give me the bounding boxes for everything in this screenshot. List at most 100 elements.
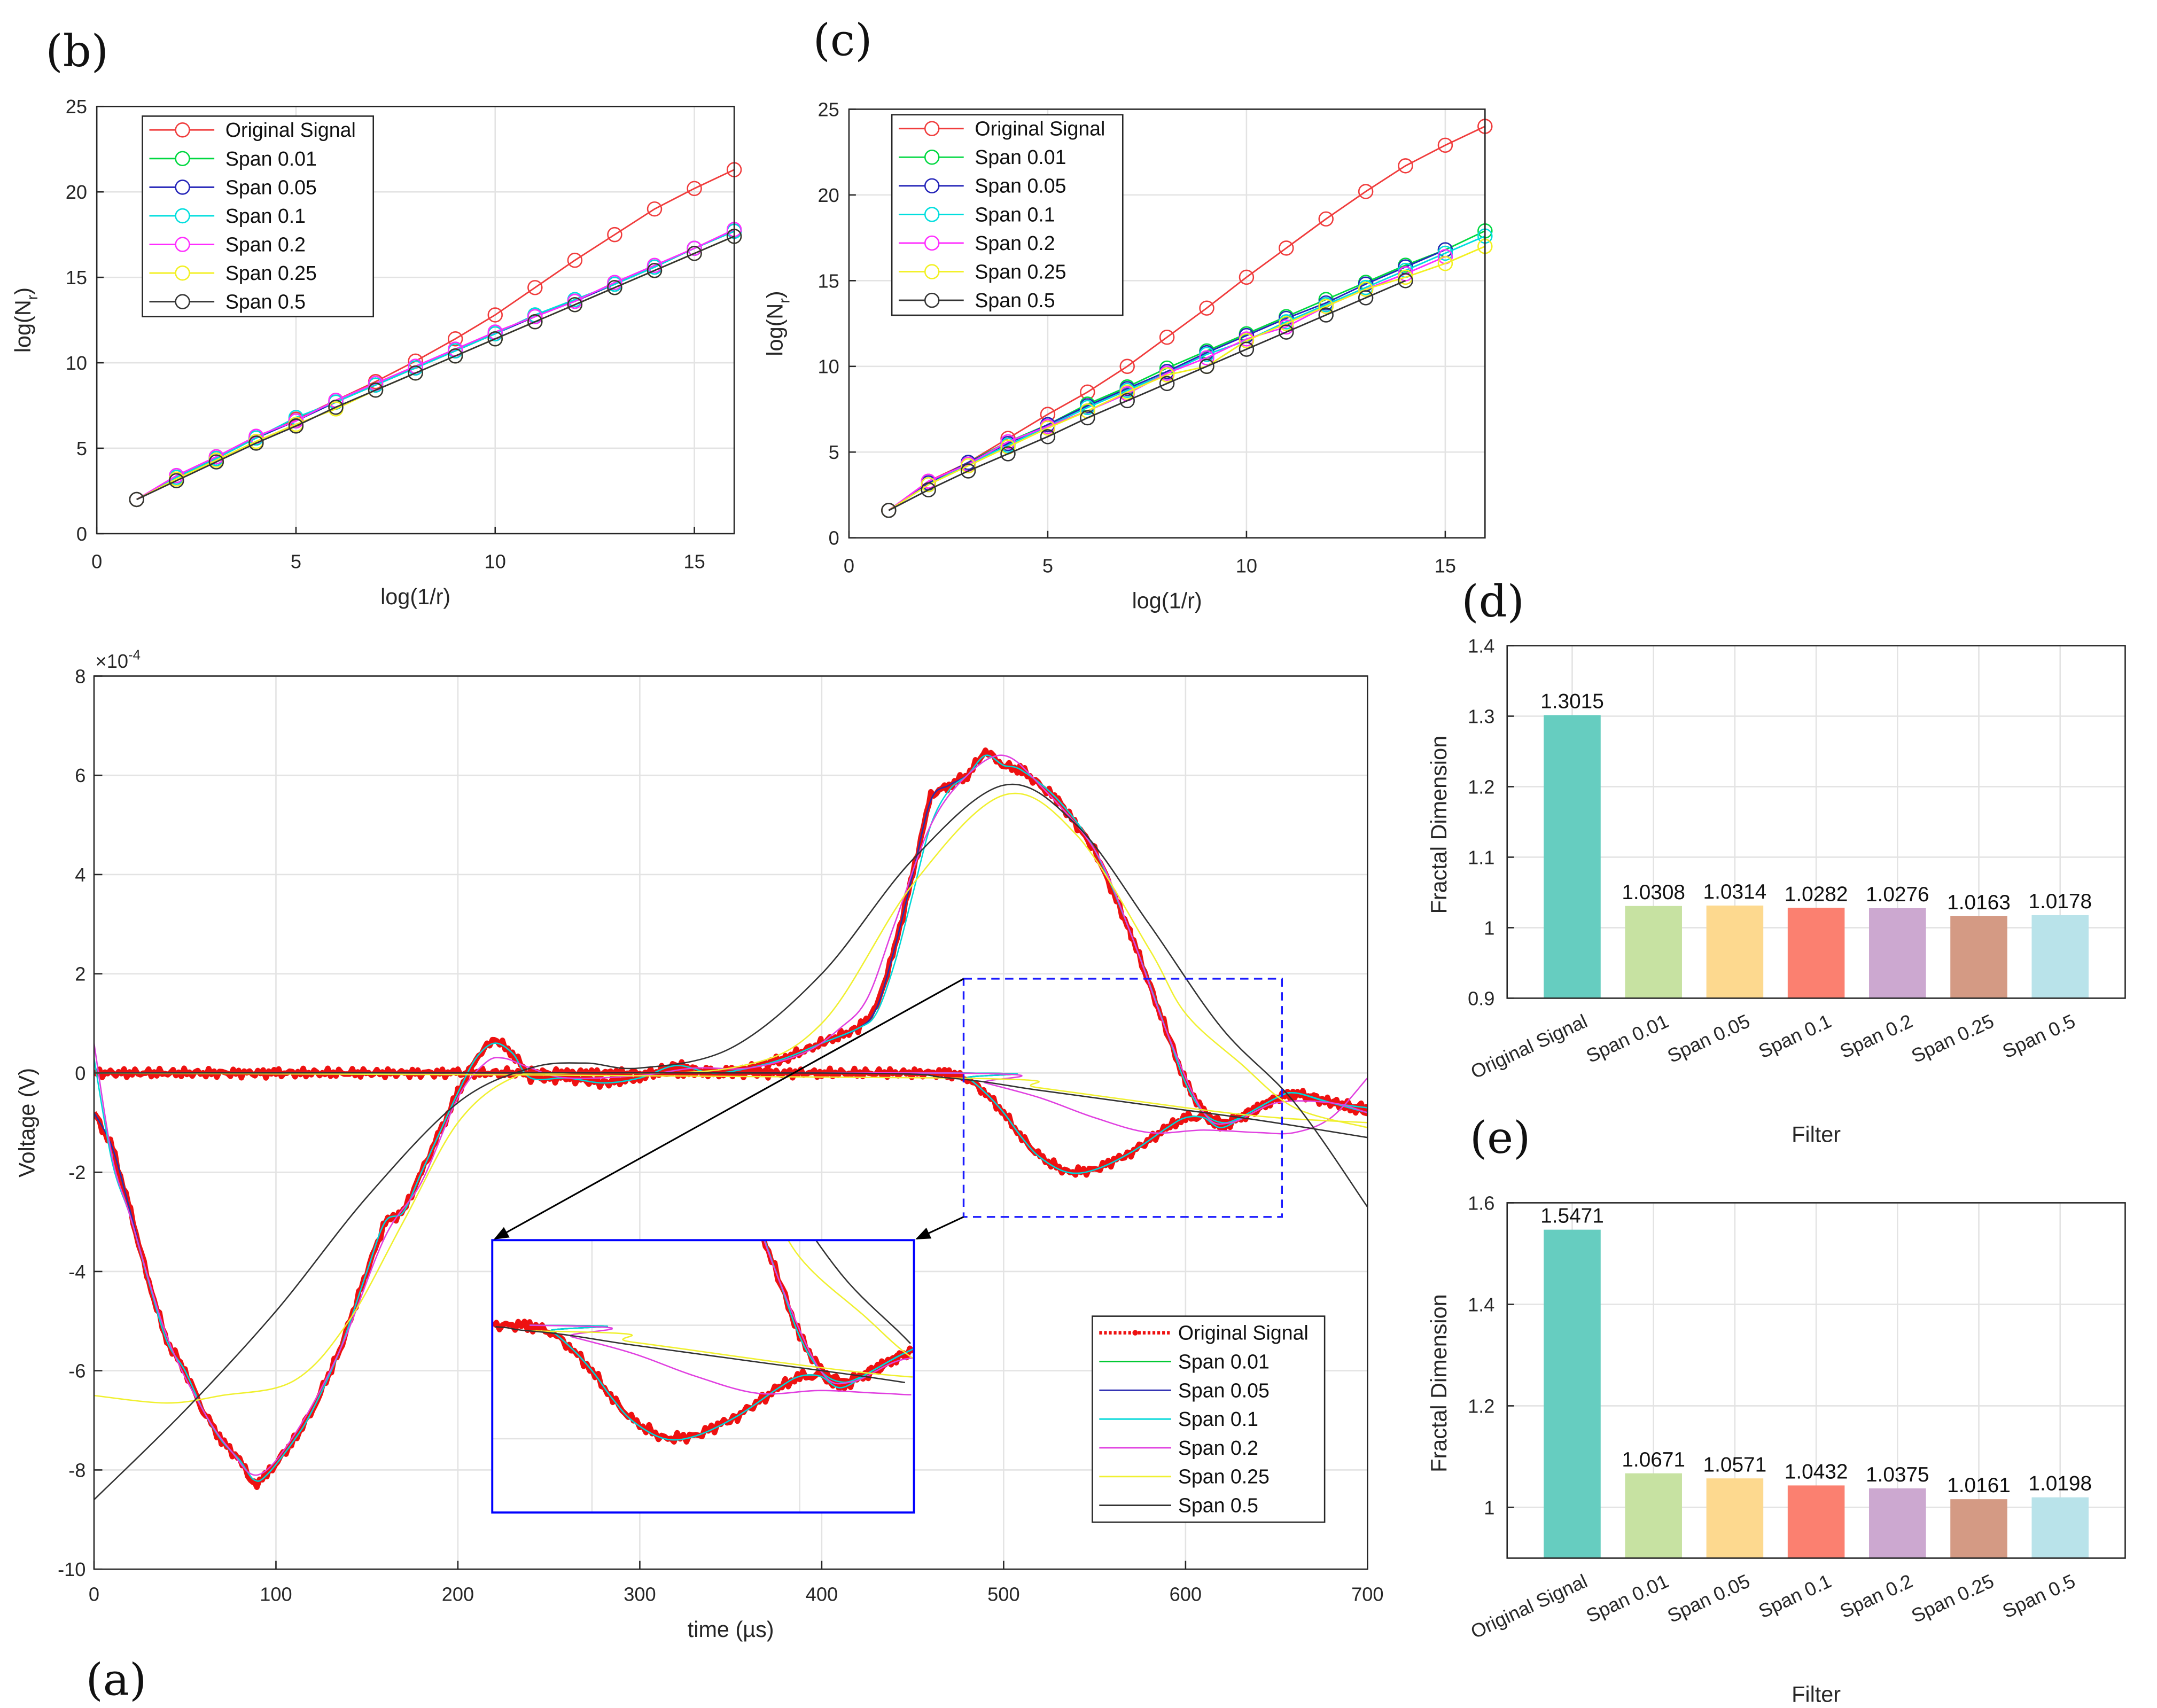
legend-label: Span 0.25 <box>975 260 1066 283</box>
inset-span-3-trace <box>529 1324 914 1441</box>
y-exponent-label: ×10-4 <box>96 648 141 672</box>
y-tick-label: 10 <box>66 352 87 374</box>
span-4-trace <box>94 754 1368 1476</box>
y-axis-label: log(Nr) <box>11 287 41 353</box>
series-line-3 <box>888 235 1485 511</box>
y-axis-label-subscript: r <box>24 295 41 300</box>
legend-label: Span 0.25 <box>225 262 317 284</box>
bar-1 <box>1625 906 1682 999</box>
bar-value-label: 1.0282 <box>1785 883 1848 906</box>
data-point-marker <box>960 458 976 474</box>
legend-label: Original Signal <box>225 119 356 141</box>
chart-panel-e: 1.5471 Original Signal 1.0671 Span 0.01 1.05… <box>1427 1112 2126 1707</box>
y-axis-label: Fractal Dimension <box>1427 1294 1451 1472</box>
legend-label: Span 0.01 <box>975 146 1066 168</box>
x-tick-label: Span 0.05 <box>1664 1010 1753 1067</box>
data-point-marker <box>1318 307 1334 323</box>
bar-2 <box>1706 905 1764 999</box>
inset-span-6-trace <box>815 1240 912 1344</box>
y-tick-label: -2 <box>68 1161 85 1183</box>
y-tick-label: 1.4 <box>1468 635 1494 657</box>
data-point-marker <box>1398 269 1413 285</box>
inset-original-signal-trace <box>761 1240 913 1386</box>
bar-value-label: 1.0163 <box>1947 891 2011 914</box>
data-point-marker <box>1119 384 1135 400</box>
span-5-trace <box>94 792 1368 1404</box>
data-point-marker <box>567 252 583 268</box>
bar-6 <box>2031 1497 2089 1558</box>
y-tick-label: 4 <box>75 864 85 886</box>
inset-span-4-trace <box>529 1324 912 1395</box>
bar-value-label: 1.0314 <box>1703 880 1767 903</box>
data-point-marker <box>129 492 144 508</box>
axes-box <box>848 108 1486 539</box>
data-point-marker <box>527 309 543 324</box>
data-point-marker <box>607 227 622 243</box>
x-axis-label: Filter <box>1792 1682 1841 1707</box>
legend-label: Span 0.25 <box>1178 1465 1270 1488</box>
y-tick-label: 25 <box>66 96 87 118</box>
panel-label: (c) <box>813 14 873 66</box>
bar-0 <box>1544 715 1601 999</box>
legend-label: Original Signal <box>1178 1322 1309 1344</box>
y-tick-label: 6 <box>75 765 85 786</box>
x-tick-label: Original Signal <box>1467 1570 1591 1643</box>
data-point-marker <box>487 307 503 323</box>
data-point-marker <box>1080 410 1095 426</box>
data-point-marker <box>960 463 976 479</box>
y-tick-label: 25 <box>818 98 839 120</box>
y-tick-label: 2 <box>75 963 85 985</box>
data-point-marker <box>288 418 304 434</box>
bar-2 <box>1706 1478 1764 1558</box>
x-tick-label: 5 <box>1042 555 1053 576</box>
data-point-marker <box>1239 333 1255 348</box>
chart-layer: 0 5 10 150510152025log(1/r)log(Nr)Original … <box>11 14 2126 1707</box>
y-axis-label: Voltage (V) <box>15 1068 40 1177</box>
data-point-marker <box>607 275 622 290</box>
x-tick-label: 15 <box>683 551 705 573</box>
legend-marker-icon <box>175 122 190 138</box>
bar-value-label: 1.0671 <box>1622 1448 1685 1471</box>
legend-marker-icon <box>924 207 940 222</box>
legend: Original Signal Span 0.01 Span 0.05 Span 0.… <box>891 114 1124 316</box>
inset-span-6-trace <box>495 1326 906 1384</box>
legend-label: Span 0.1 <box>225 205 306 227</box>
data-point-marker <box>1437 256 1453 271</box>
data-point-marker <box>1119 358 1135 375</box>
data-point-marker <box>447 348 463 364</box>
bar-value-label: 1.0432 <box>1785 1460 1848 1483</box>
x-tick-label: 100 <box>260 1584 292 1605</box>
bar-value-label: 1.3015 <box>1540 690 1604 713</box>
chart-panel-b: 0 5 10 15 0 5 10 15 20 25 log(1/r) log(Nr) Original … <box>11 25 742 609</box>
span-5-trace <box>94 1072 1368 1124</box>
x-tick-label: 0 <box>91 551 102 573</box>
legend-label: Span 0.1 <box>975 203 1055 225</box>
y-exponent-power: -4 <box>128 648 141 662</box>
axes-box <box>1506 1202 2126 1559</box>
legend: Original Signal Span 0.01 Span 0.05 Span 0.… <box>142 115 375 317</box>
chart-panel-c: 0 5 10 15 0 5 10 15 20 25 log(1/r) log(Nr) Original … <box>763 14 1493 613</box>
bar-5 <box>1950 1499 2007 1558</box>
panel-label: (b) <box>45 25 108 77</box>
data-point-marker <box>881 503 897 518</box>
legend-label: Span 0.01 <box>225 147 317 170</box>
data-point-marker <box>1279 316 1294 331</box>
series-line-3 <box>136 230 735 501</box>
legend-label: Span 0.05 <box>225 176 317 198</box>
legend-marker-icon <box>175 180 190 195</box>
inset-span-5-trace <box>529 1330 913 1378</box>
data-point-marker <box>487 331 503 347</box>
bar-value-label: 1.0161 <box>1947 1474 2011 1497</box>
inset-border <box>491 1239 915 1514</box>
data-point-marker <box>647 258 663 273</box>
x-tick-label: Span 0.25 <box>1908 1570 1997 1627</box>
axes-box <box>96 105 735 535</box>
x-tick-label: Span 0.2 <box>1836 1570 1916 1622</box>
data-point-marker <box>1437 137 1453 153</box>
data-point-marker <box>1040 420 1056 436</box>
data-point-marker <box>328 399 344 415</box>
data-point-marker <box>1358 282 1374 297</box>
plot-area <box>94 747 1368 1501</box>
x-tick-label: 0 <box>844 555 854 576</box>
